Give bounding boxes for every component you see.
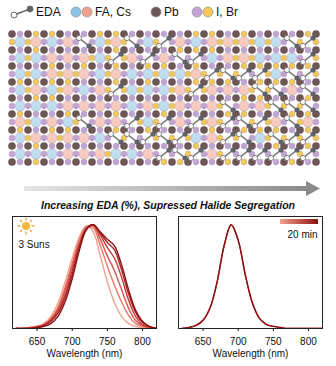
svg-text:I, Br: I, Br bbox=[216, 5, 238, 19]
svg-text:700: 700 bbox=[230, 336, 247, 347]
svg-text:Pb: Pb bbox=[164, 5, 179, 19]
svg-text:750: 750 bbox=[265, 336, 282, 347]
svg-text:EDA: EDA bbox=[36, 5, 61, 19]
svg-text:20 min: 20 min bbox=[287, 229, 317, 240]
svg-text:750: 750 bbox=[99, 336, 116, 347]
svg-text:Wavelength (nm): Wavelength (nm) bbox=[213, 348, 289, 359]
svg-text:3 Suns: 3 Suns bbox=[19, 239, 50, 250]
svg-text:Wavelength (nm): Wavelength (nm) bbox=[47, 348, 123, 359]
svg-text:800: 800 bbox=[300, 336, 317, 347]
svg-text:FA, Cs: FA, Cs bbox=[95, 5, 131, 19]
svg-text:650: 650 bbox=[195, 336, 212, 347]
svg-text:800: 800 bbox=[134, 336, 151, 347]
svg-text:650: 650 bbox=[29, 336, 46, 347]
svg-text:700: 700 bbox=[64, 336, 81, 347]
html-text:Increasing EDA (%), Supressed: Increasing EDA (%), Supressed Halide Seg… bbox=[41, 199, 295, 211]
